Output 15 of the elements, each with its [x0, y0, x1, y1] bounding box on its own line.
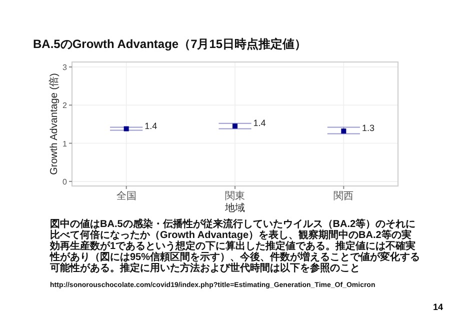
x-tick-label: 関西: [334, 191, 354, 202]
text: 14: [432, 302, 443, 312]
y-tick-label: 3: [62, 62, 68, 72]
data-label: 1.3: [362, 123, 374, 134]
x-tick-label: 全国: [116, 190, 136, 202]
x-tick-label: 関東: [225, 190, 245, 202]
x-axis-title: 地域: [224, 202, 245, 214]
text: 図中の値はBA.5の感染・伝播性が従来流行していたウイルス（BA.2等）のそれに比べて何倍になったか（Growth Advantage）を表し、観察期間中のBA.2等の実効再生産数が1であるという想定の下に算出した推定値である。推定値には不確実性があり（図には95%信頼区間を示す）、今後、件数が増えることで値が変化する可能性がある。推定に用いた方法および世代時間は以下を参照のこと: [50, 219, 420, 274]
data-label: 1.4: [144, 120, 158, 131]
y-tick-label: 0: [62, 177, 68, 186]
chart-title: BA.5のGrowth Advantage（7月15日時点推定値）: [33, 36, 307, 53]
y-tick-label: 2: [62, 101, 68, 110]
y-tick-label: 1: [62, 139, 68, 148]
y-axis-title: Growth Advantage (倍): [48, 73, 60, 175]
data-label: 1.4: [253, 118, 266, 128]
